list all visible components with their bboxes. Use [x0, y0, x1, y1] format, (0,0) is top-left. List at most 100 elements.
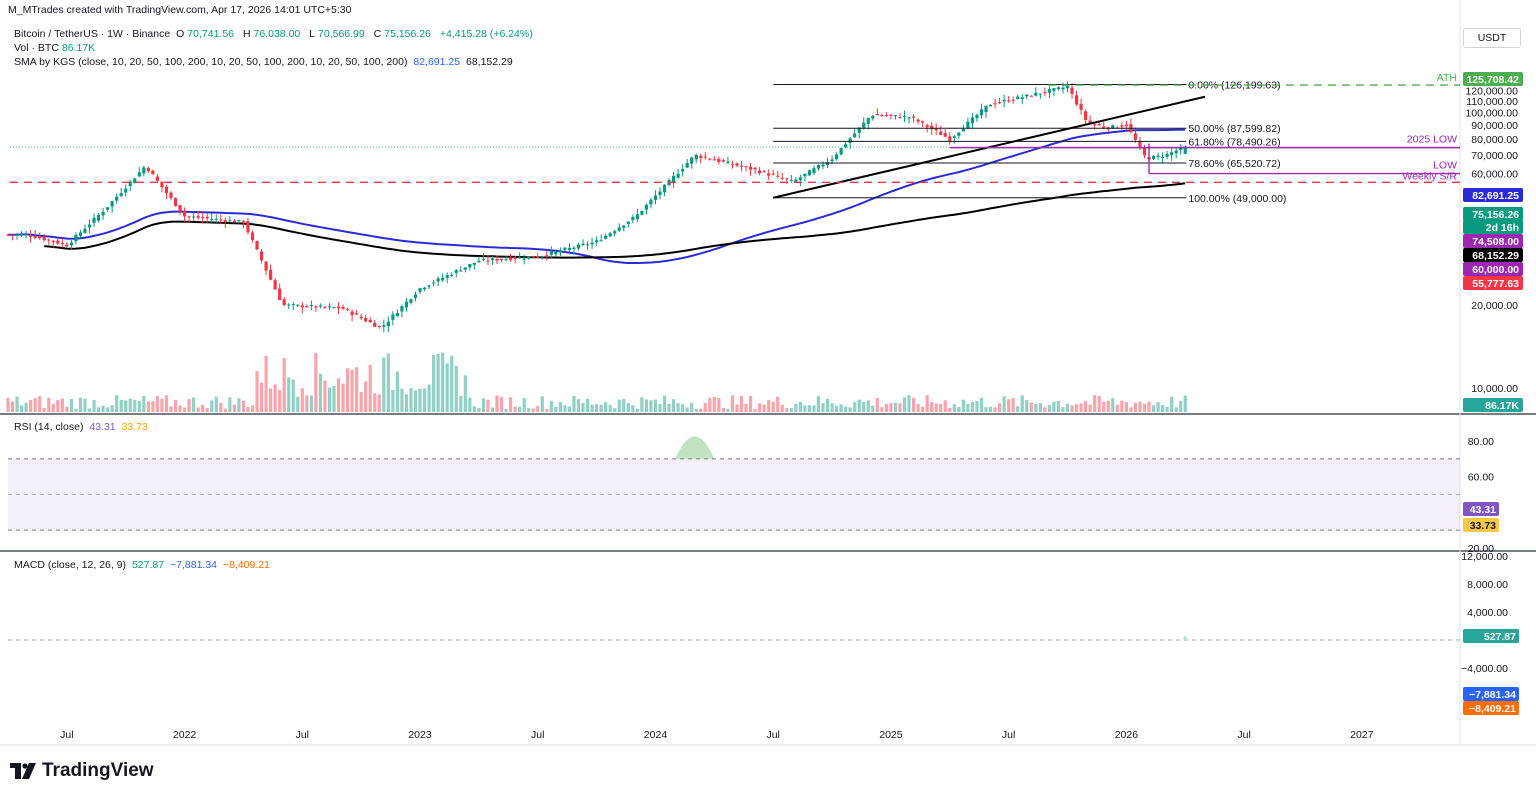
candle-body: [241, 221, 246, 224]
candle-body: [785, 178, 789, 180]
volume-bar: [988, 406, 993, 412]
fib-level-label: 100.00% (49,000.00): [1188, 193, 1286, 205]
volume-bar: [504, 408, 508, 412]
volume-bar: [345, 368, 350, 412]
volume-bar: [1007, 399, 1011, 412]
currency-button[interactable]: USDT: [1463, 28, 1521, 48]
candle-body: [364, 318, 368, 322]
volume-bar: [789, 408, 793, 412]
price-tag-bg: [1463, 276, 1523, 290]
candle-body: [880, 115, 884, 117]
candle-body: [762, 171, 766, 173]
volume-bar: [644, 399, 649, 412]
candle-body: [373, 322, 377, 327]
volume-bar: [572, 395, 576, 412]
sma200-line: [44, 182, 1186, 259]
candle-body: [1025, 94, 1029, 97]
volume-bar: [124, 400, 128, 412]
volume-bar: [767, 399, 771, 412]
volume-bar: [1093, 395, 1097, 412]
volume-bar: [364, 381, 368, 412]
volume-bar: [332, 385, 336, 412]
candle-body: [74, 234, 78, 242]
time-axis-label: 2023: [408, 729, 432, 741]
price-axis-label: 10,000.00: [1471, 383, 1518, 395]
volume-bar: [613, 408, 617, 412]
time-axis-label: 2027: [1350, 729, 1374, 741]
fib-level-label: 78.60% (65,520.72): [1188, 158, 1280, 170]
volume-bar: [1115, 404, 1119, 412]
volume-bar: [15, 396, 19, 412]
volume-bar: [164, 395, 169, 412]
volume-bar: [631, 405, 635, 412]
volume-bar: [133, 399, 137, 412]
volume-bar: [604, 402, 608, 412]
volume-bar: [1129, 407, 1133, 412]
candle-body: [345, 309, 350, 311]
candle-body: [1070, 87, 1074, 95]
volume-bar: [898, 403, 902, 412]
volume-bar: [101, 405, 105, 412]
tradingview-logo[interactable]: TradingView: [10, 760, 154, 782]
macd-tag-bg: [1463, 687, 1519, 701]
volume-bar: [391, 389, 395, 412]
volume-bar: [355, 367, 359, 412]
tradingview-logo-icon: [10, 762, 36, 780]
candle-body: [1142, 147, 1147, 156]
volume-bar: [1084, 401, 1088, 412]
candle-body: [124, 188, 128, 193]
volume-bar: [6, 397, 10, 412]
candle-body: [246, 221, 250, 233]
volume-bar: [957, 406, 961, 412]
candle-body: [649, 199, 653, 205]
volume-bar: [1111, 398, 1115, 412]
volume-bar: [875, 397, 879, 412]
volume-bar: [662, 395, 667, 412]
volume-bar: [676, 403, 680, 412]
volume-bar: [441, 352, 445, 412]
volume-bar: [527, 408, 531, 412]
candle-body: [201, 217, 205, 219]
time-axis-label: Jul: [60, 729, 73, 741]
macd-legend[interactable]: MACD (close, 12, 26, 9) 527.87 −7,881.34…: [14, 559, 270, 571]
volume-bar: [1011, 398, 1015, 412]
symbol-name[interactable]: Bitcoin / TetherUS · 1W · Binance: [14, 28, 171, 40]
candle-body: [907, 117, 911, 119]
candle-body: [142, 167, 146, 174]
volume-bar: [192, 397, 196, 412]
candle-body: [350, 311, 354, 316]
candle-body: [739, 165, 744, 167]
volume-legend[interactable]: Vol · BTC 86.17K: [14, 42, 96, 54]
candle-body: [518, 257, 522, 259]
volume-bar: [907, 395, 911, 412]
volume-bar: [1106, 400, 1110, 412]
volume-bar: [508, 397, 513, 412]
volume-bar: [558, 402, 562, 412]
sma-legend[interactable]: SMA by KGS (close, 10, 20, 50, 100, 200,…: [14, 56, 513, 68]
volume-bar: [450, 355, 454, 412]
candle-body: [735, 163, 739, 166]
volume-bar: [400, 388, 404, 412]
volume-bar: [993, 407, 997, 412]
symbol-legend: Bitcoin / TetherUS · 1W · Binance O 70,74…: [14, 28, 533, 40]
candle-body: [925, 125, 929, 128]
time-axis-label: Jul: [296, 729, 309, 741]
volume-bar: [1043, 407, 1047, 412]
candle-body: [966, 121, 970, 129]
macd-signal-value: −8,409.21: [222, 559, 270, 571]
candle-body: [866, 118, 870, 124]
volume-bar: [916, 403, 920, 412]
price-axis-label: 120,000.00: [1465, 86, 1518, 98]
candle-body: [169, 192, 173, 199]
candle-body: [481, 258, 486, 260]
volume-bar: [844, 406, 848, 412]
volume-bar: [269, 388, 273, 412]
candle-body: [106, 207, 110, 210]
volume-bar: [196, 407, 200, 412]
candle-body: [794, 179, 798, 182]
volume-bar: [1147, 401, 1151, 412]
volume-bar: [821, 403, 825, 412]
volume-bar: [1160, 405, 1165, 412]
rsi-legend[interactable]: RSI (14, close) 43.31 33.73: [14, 421, 148, 433]
